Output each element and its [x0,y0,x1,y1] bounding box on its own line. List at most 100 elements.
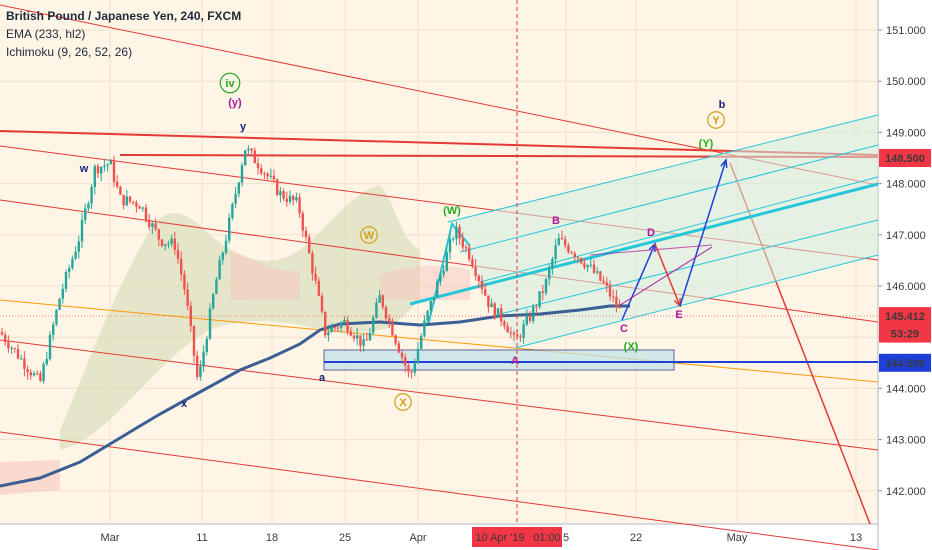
candle-body[interactable] [426,310,429,321]
candle-body[interactable] [416,348,420,364]
candle-body[interactable] [295,197,298,201]
candle-body[interactable] [116,181,119,187]
candle-body[interactable] [551,258,554,269]
candle-body[interactable] [122,194,125,206]
candle-body[interactable] [484,289,487,296]
candle-body[interactable] [160,239,164,246]
candle-body[interactable] [247,148,250,151]
candle-body[interactable] [445,252,448,271]
candle-body[interactable] [490,303,493,308]
candle-body[interactable] [164,244,167,246]
candle-body[interactable] [580,257,583,264]
candle-body[interactable] [96,166,100,174]
candle-body[interactable] [439,274,442,282]
candle-body[interactable] [359,335,362,346]
candle-body[interactable] [234,193,237,204]
candle-body[interactable] [119,186,122,195]
candle-body[interactable] [599,271,602,281]
candle-body[interactable] [557,238,560,246]
candle-body[interactable] [157,229,160,240]
candle-body[interactable] [45,359,48,365]
candle-body[interactable] [100,166,103,174]
candle-body[interactable] [352,335,356,339]
candle-body[interactable] [32,373,36,376]
candle-body[interactable] [272,175,276,180]
candle-body[interactable] [605,282,608,286]
candle-body[interactable] [538,291,541,307]
candle-body[interactable] [324,311,327,336]
candle-body[interactable] [138,206,141,209]
candle-body[interactable] [410,371,413,373]
candle-body[interactable] [480,281,484,290]
candle-body[interactable] [346,320,349,332]
candle-body[interactable] [256,163,260,169]
candle-body[interactable] [224,240,228,253]
candle-body[interactable] [250,148,253,151]
candle-body[interactable] [615,296,618,307]
candle-body[interactable] [215,279,218,295]
candle-body[interactable] [128,196,132,202]
candle-body[interactable] [151,223,154,227]
candle-body[interactable] [388,318,391,321]
candle-body[interactable] [487,295,490,308]
candle-body[interactable] [554,245,557,259]
candle-body[interactable] [336,327,340,329]
candle-body[interactable] [356,335,359,339]
candle-body[interactable] [519,336,522,338]
candle-body[interactable] [404,357,407,366]
candle-body[interactable] [231,203,234,218]
candle-body[interactable] [432,296,436,301]
candle-body[interactable] [544,279,548,293]
candle-body[interactable] [103,165,106,167]
candle-body[interactable] [269,175,272,177]
candle-body[interactable] [58,298,61,310]
candle-body[interactable] [196,355,199,377]
candle-body[interactable] [509,332,512,334]
candle-body[interactable] [378,295,381,303]
candle-body[interactable] [394,335,397,344]
candle-body[interactable] [455,226,458,239]
candle-body[interactable] [317,280,320,296]
candle-body[interactable] [276,179,279,196]
candle-body[interactable] [573,253,576,258]
candle-body[interactable] [298,197,301,214]
candle-body[interactable] [52,324,55,335]
candle-body[interactable] [474,266,477,276]
candle-body[interactable] [618,306,621,309]
candle-body[interactable] [586,265,589,268]
candle-body[interactable] [237,182,240,194]
candle-body[interactable] [333,327,336,329]
candle-body[interactable] [314,273,317,281]
candle-body[interactable] [327,332,330,336]
candle-body[interactable] [173,238,176,250]
candle-body[interactable] [452,238,455,240]
indicator-ichimoku-label[interactable]: Ichimoku (9, 26, 52, 26) [6,45,132,59]
candle-body[interactable] [372,317,375,333]
candle-body[interactable] [106,164,109,166]
candle-body[interactable] [4,334,7,343]
candle-body[interactable] [285,198,288,203]
candle-body[interactable] [192,325,196,356]
candle-body[interactable] [541,291,544,293]
candle-body[interactable] [560,238,564,240]
candle-body[interactable] [602,280,605,283]
candle-body[interactable] [548,268,551,280]
candle-body[interactable] [282,191,285,199]
candle-body[interactable] [202,351,205,367]
candle-body[interactable] [384,307,388,319]
candle-body[interactable] [93,166,96,187]
candle-body[interactable] [528,316,532,321]
candle-body[interactable] [448,239,452,253]
candle-body[interactable] [186,289,189,306]
candle-body[interactable] [564,239,567,246]
drawings[interactable] [589,158,728,321]
candle-body[interactable] [304,230,308,238]
candle-body[interactable] [68,268,71,272]
candle-body[interactable] [567,245,570,253]
candle-body[interactable] [397,343,400,353]
candle-body[interactable] [522,324,525,338]
candle-body[interactable] [154,223,157,230]
candle-body[interactable] [279,191,282,196]
candle-body[interactable] [343,320,346,323]
candle-body[interactable] [458,226,461,239]
